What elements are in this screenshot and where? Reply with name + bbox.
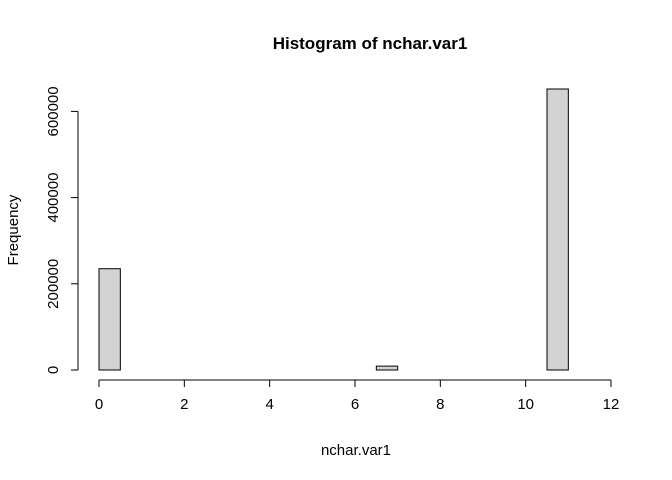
x-tick-label: 2	[180, 396, 188, 413]
histogram-bar-13	[375, 365, 399, 371]
y-tick-label: 600000	[45, 86, 62, 136]
y-axis-label: Frequency	[5, 194, 22, 265]
x-axis: 0 2 4 6 8 10 12	[95, 379, 620, 413]
y-tick-label: 0	[45, 366, 62, 374]
histogram-bar-21	[546, 88, 569, 371]
x-tick-label: 12	[603, 396, 620, 413]
x-tick-label: 0	[95, 396, 103, 413]
x-tick-label: 4	[265, 396, 273, 413]
y-axis: 0 200000 400000 600000	[45, 86, 79, 374]
y-tick-label: 200000	[45, 259, 62, 309]
histogram-bar-0	[98, 268, 121, 371]
chart-title: Histogram of nchar.var1	[273, 34, 468, 53]
x-axis-label: nchar.var1	[321, 442, 391, 459]
y-tick-label: 400000	[45, 173, 62, 223]
bars-layer	[98, 88, 569, 371]
x-tick-label: 10	[517, 396, 534, 413]
x-tick-label: 8	[436, 396, 444, 413]
x-tick-label: 6	[351, 396, 359, 413]
